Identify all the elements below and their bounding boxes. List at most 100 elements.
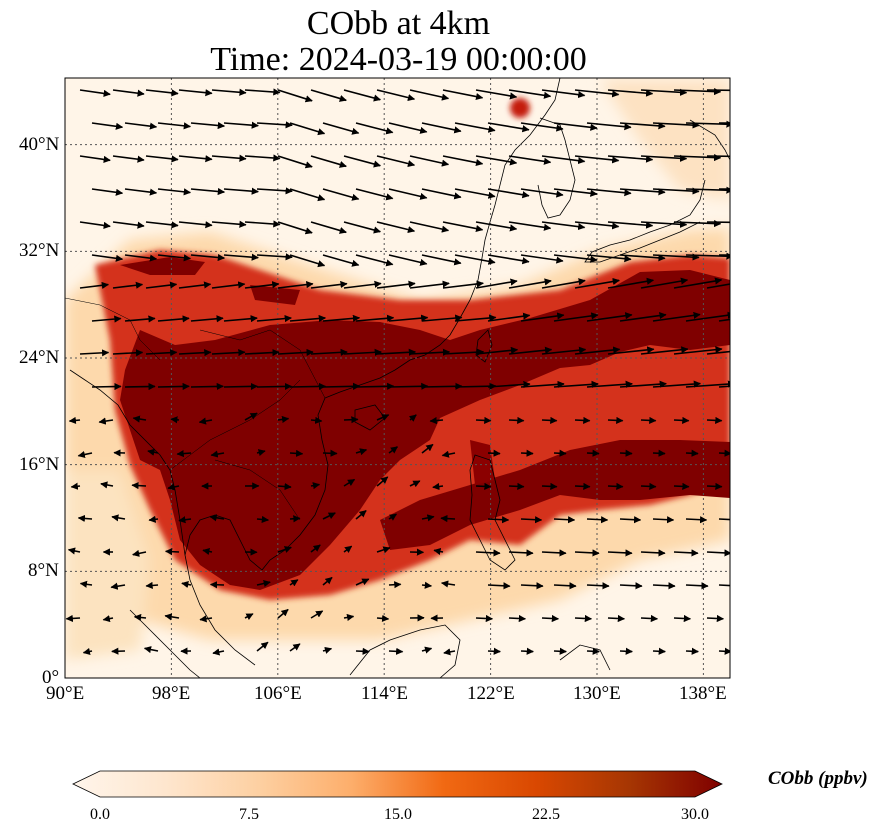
wind-vector <box>388 382 429 390</box>
wind-vector <box>508 549 534 557</box>
wind-vector <box>520 647 534 655</box>
wind-vector <box>508 614 527 623</box>
wind-vector <box>673 346 723 355</box>
wind-vector <box>310 610 324 619</box>
wind-vector <box>607 155 654 163</box>
wind-vector <box>256 253 293 261</box>
x-tick-label: 130°E <box>573 683 621 704</box>
wind-vector <box>718 518 730 521</box>
gridlines <box>65 78 730 678</box>
wind-vector <box>376 89 416 102</box>
wind-vector <box>343 280 382 289</box>
wind-vector <box>111 514 126 522</box>
wind-vector <box>355 122 394 135</box>
wind-vector <box>553 380 599 388</box>
wind-vector <box>70 482 81 490</box>
wind-vector <box>442 155 484 167</box>
wind-vector <box>409 221 450 233</box>
wind-vector <box>91 315 122 323</box>
wind-vector <box>619 380 667 388</box>
wind-vector <box>487 254 530 265</box>
wind-vector <box>685 186 730 194</box>
wind-vector <box>475 221 518 232</box>
wind-vector <box>441 450 456 458</box>
wind-vector <box>652 380 702 388</box>
wind-vector <box>706 614 725 623</box>
wind-vector <box>442 280 484 289</box>
wind-vector <box>487 380 531 389</box>
wind-vector <box>619 516 642 524</box>
wind-vector <box>685 120 730 128</box>
wind-vector <box>553 188 598 197</box>
wind-vector <box>640 277 689 289</box>
wind-vector <box>706 350 730 355</box>
wind-vector <box>508 155 552 165</box>
wind-vector <box>178 89 213 97</box>
wind-vector <box>541 549 567 557</box>
x-tick-label: 122°E <box>467 683 515 704</box>
wind-vector <box>202 547 213 556</box>
wind-vector <box>277 221 313 235</box>
colorbar-label: CObb (ppbv) <box>768 768 868 789</box>
wind-vector <box>673 219 722 228</box>
wind-vector <box>487 582 511 590</box>
wind-vector <box>289 382 327 391</box>
wind-vectors <box>65 87 730 656</box>
y-tick-label: 24°N <box>19 347 60 368</box>
wind-vector <box>376 414 390 421</box>
wind-vector <box>310 280 348 289</box>
wind-vector <box>145 89 179 97</box>
wind-vector <box>124 315 156 323</box>
wind-vector <box>574 277 620 289</box>
wind-vector <box>190 315 224 323</box>
wind-vector <box>508 482 525 490</box>
wind-vector <box>310 416 323 424</box>
wind-vector <box>640 220 688 228</box>
wind-vector <box>289 449 304 457</box>
wind-vector <box>553 122 598 131</box>
wind-vector <box>289 515 301 523</box>
wind-vector <box>409 280 450 289</box>
wind-vector <box>178 281 212 289</box>
wind-vector <box>475 614 494 623</box>
wind-vector <box>685 449 699 457</box>
wind-vector <box>210 450 225 458</box>
wind-vector <box>167 483 180 491</box>
wind-vector <box>652 187 700 195</box>
wind-vector <box>102 615 114 623</box>
wind-vector <box>322 122 360 135</box>
wind-vector <box>190 121 226 130</box>
wind-vector <box>706 416 723 424</box>
wind-vector <box>132 415 147 423</box>
wind-vector <box>91 122 124 130</box>
wind-vector <box>508 221 552 231</box>
wind-vector <box>244 220 281 228</box>
wind-vector <box>640 614 659 623</box>
wind-vector <box>421 188 462 200</box>
wind-vector <box>223 187 259 195</box>
wind-vector <box>520 122 564 132</box>
wind-vector <box>77 450 93 459</box>
wind-vector <box>442 221 484 233</box>
wind-vector <box>157 382 190 391</box>
wind-vector <box>355 254 394 267</box>
wind-vector <box>553 312 599 322</box>
wind-vector <box>164 613 180 621</box>
wind-vector <box>475 278 518 289</box>
wind-vector <box>586 122 632 131</box>
wind-vector <box>91 188 124 196</box>
wind-vector <box>442 348 485 356</box>
wind-vector <box>79 349 110 357</box>
x-tick-label: 106°E <box>254 683 302 704</box>
wind-vector <box>607 482 624 490</box>
wind-vector <box>586 449 600 457</box>
wind-vector <box>178 349 212 357</box>
wind-vector <box>67 547 81 555</box>
wind-vector <box>718 647 730 655</box>
wind-vector <box>388 314 429 322</box>
wind-vector <box>541 346 587 355</box>
wind-vector <box>429 416 444 425</box>
wind-vector <box>376 476 389 487</box>
wind-vector <box>520 312 565 322</box>
